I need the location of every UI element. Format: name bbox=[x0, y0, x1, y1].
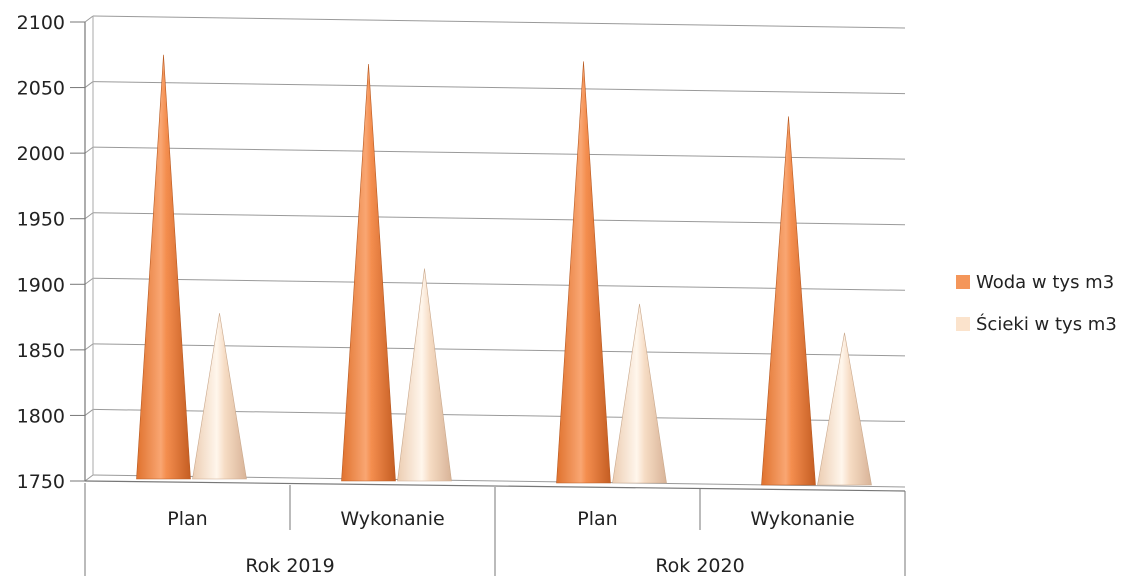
cone-scieki-3 bbox=[817, 332, 872, 486]
category-label-2: Plan bbox=[577, 508, 617, 530]
gridline-depth bbox=[84, 146, 94, 154]
y-tick-label: 1850 bbox=[17, 340, 65, 362]
gridline bbox=[92, 81, 906, 95]
y-tick-label: 1900 bbox=[17, 274, 65, 296]
y-tick-label: 2100 bbox=[17, 12, 65, 34]
gridline-depth bbox=[84, 212, 94, 220]
legend-item-woda: Woda w tys m3 bbox=[956, 268, 1117, 296]
gridline-depth bbox=[84, 15, 94, 23]
cone-woda-0 bbox=[136, 54, 191, 480]
cone-scieki-2 bbox=[612, 303, 667, 484]
gridline-depth bbox=[84, 277, 94, 285]
gridline-depth bbox=[84, 343, 94, 351]
gridline-depth bbox=[84, 474, 94, 482]
legend-item-scieki: Ścieki w tys m3 bbox=[956, 310, 1117, 338]
y-tick-label: 1950 bbox=[17, 209, 65, 231]
legend-label-woda: Woda w tys m3 bbox=[976, 271, 1115, 293]
category-label-0: Plan bbox=[167, 508, 207, 530]
x-axis-line bbox=[84, 480, 906, 492]
cone-woda-2 bbox=[556, 61, 611, 484]
cone-woda-1 bbox=[341, 63, 396, 482]
cone-woda-3 bbox=[761, 116, 816, 486]
y-tick-label: 1750 bbox=[17, 471, 65, 493]
legend-swatch-woda bbox=[956, 275, 970, 289]
y-tick-label: 1800 bbox=[17, 405, 65, 427]
gridline-depth bbox=[84, 81, 94, 88]
gridline bbox=[92, 146, 906, 160]
category-label-3: Wykonanie bbox=[750, 508, 854, 530]
cone-scieki-0 bbox=[192, 313, 247, 480]
group-label-0: Rok 2019 bbox=[245, 555, 334, 577]
gridline bbox=[92, 277, 906, 291]
group-label-1: Rok 2020 bbox=[655, 555, 744, 577]
legend-label-scieki: Ścieki w tys m3 bbox=[976, 313, 1117, 335]
gridline-depth bbox=[84, 409, 94, 416]
gridline bbox=[92, 15, 906, 29]
legend-swatch-scieki bbox=[956, 317, 970, 331]
y-tick-label: 2050 bbox=[17, 78, 65, 100]
gridline bbox=[92, 343, 906, 357]
gridline bbox=[92, 212, 906, 226]
cone-scieki-1 bbox=[397, 268, 452, 482]
legend: Woda w tys m3 Ścieki w tys m3 bbox=[956, 268, 1117, 352]
category-label-1: Wykonanie bbox=[340, 508, 444, 530]
y-tick-label: 2000 bbox=[17, 143, 65, 165]
